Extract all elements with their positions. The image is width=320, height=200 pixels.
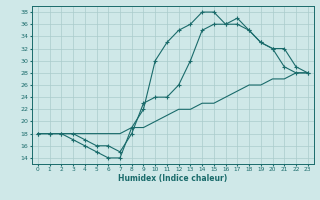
X-axis label: Humidex (Indice chaleur): Humidex (Indice chaleur) (118, 174, 228, 183)
